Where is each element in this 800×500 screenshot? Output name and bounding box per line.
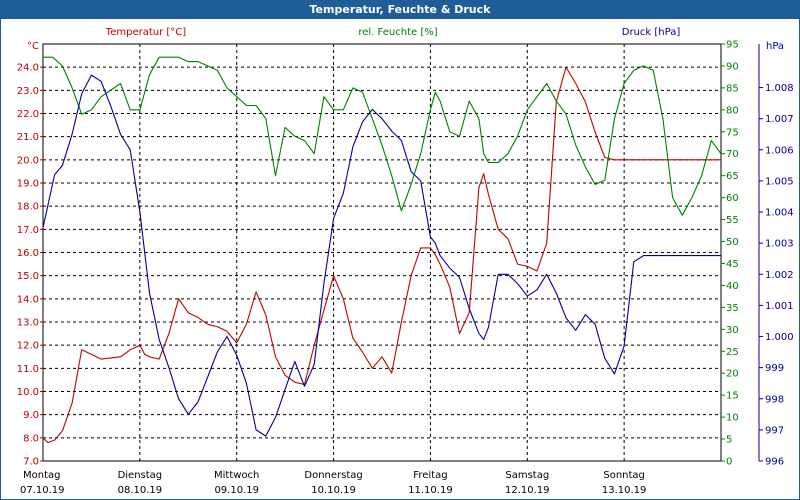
humidity-tick-label: 10 [726,413,739,424]
humidity-tick-label: 55 [726,215,739,226]
chart-title: Temperatur, Feuchte & Druck [1,1,799,19]
humidity-tick-label: 35 [726,303,739,314]
humidity-tick-label: 80 [726,105,739,116]
pressure-tick-label: 1.000 [765,332,794,343]
pressure-tick-label: 1.004 [765,208,794,219]
temperature-tick-label: 13.0 [17,318,39,329]
humidity-tick-label: 40 [726,281,739,292]
series-line-pressure [42,74,721,437]
pressure-tick-label: 1.001 [765,301,794,312]
humidity-tick-label: 75 [726,127,739,138]
temperature-unit: °C [27,41,39,52]
pressure-axis-label: Druck [hPa] [622,27,681,38]
x-tick-day: Samstag [505,470,549,481]
humidity-tick-label: 20 [726,369,739,380]
x-tick-date: 09.10.19 [214,485,259,496]
x-tick-date: 12.10.19 [505,485,550,496]
pressure-tick-label: 996 [765,457,784,468]
humidity-tick-label: 95 [726,40,739,51]
x-tick-date: 11.10.19 [408,485,453,496]
temperature-tick-label: 17.0 [17,225,39,236]
temperature-tick-label: 18.0 [17,202,39,213]
temperature-tick-label: 10.0 [17,387,39,398]
temperature-axis-label: Temperatur [°C] [105,27,186,38]
pressure-tick-label: 1.007 [765,114,794,125]
temperature-tick-label: 8.0 [23,433,39,444]
temperature-tick-label: 9.0 [23,410,39,421]
temperature-tick-label: 23.0 [17,86,39,97]
temperature-tick-label: 21.0 [17,132,39,143]
pressure-tick-label: 1.003 [765,239,794,250]
temperature-tick-label: 22.0 [17,109,39,120]
pressure-tick-label: 998 [765,394,784,405]
temperature-tick-label: 12.0 [17,341,39,352]
temperature-tick-label: 7.0 [23,457,39,468]
humidity-tick-label: 30 [726,325,739,336]
x-tick-day: Mittwoch [214,470,259,481]
temperature-tick-label: 14.0 [17,294,39,305]
temperature-tick-label: 11.0 [17,364,39,375]
x-tick-day: Dienstag [118,470,163,481]
pressure-tick-label: 1.002 [765,270,794,281]
humidity-tick-label: 15 [726,391,739,402]
pressure-unit: hPa [766,41,784,52]
temperature-tick-label: 19.0 [17,179,39,190]
x-tick-day: Donnerstag [304,470,362,481]
x-tick-date: 07.10.19 [20,485,65,496]
humidity-tick-label: 70 [726,149,739,160]
humidity-tick-label: 5 [726,435,732,446]
temperature-tick-label: 15.0 [17,271,39,282]
temperature-tick-label: 24.0 [17,63,39,74]
x-tick-date: 08.10.19 [118,485,163,496]
humidity-tick-label: 25 [726,347,739,358]
pressure-tick-label: 1.005 [765,176,794,187]
series-line-temperature [42,66,721,444]
x-tick-date: 13.10.19 [602,485,647,496]
humidity-tick-label: 50 [726,237,739,248]
humidity-tick-label: 85 [726,83,739,94]
temperature-tick-label: 20.0 [17,155,39,166]
x-tick-day: Montag [23,470,60,481]
x-tick-date: 10.10.19 [311,485,356,496]
series-line-humidity [43,56,722,216]
humidity-tick-label: 45 [726,259,739,270]
pressure-tick-label: 1.008 [765,83,794,94]
temperature-tick-label: 16.0 [17,248,39,259]
humidity-tick-label: 0 [726,457,732,468]
humidity-tick-label: 60 [726,193,739,204]
pressure-tick-label: 1.006 [765,145,794,156]
humidity-tick-label: 90 [726,61,739,72]
pressure-tick-label: 997 [765,425,784,436]
x-tick-day: Freitag [413,470,447,481]
pressure-tick-label: 999 [765,363,784,374]
humidity-tick-label: 65 [726,171,739,182]
humidity-axis-label: rel. Feuchte [%] [358,27,437,38]
x-tick-day: Sonntag [603,470,645,481]
